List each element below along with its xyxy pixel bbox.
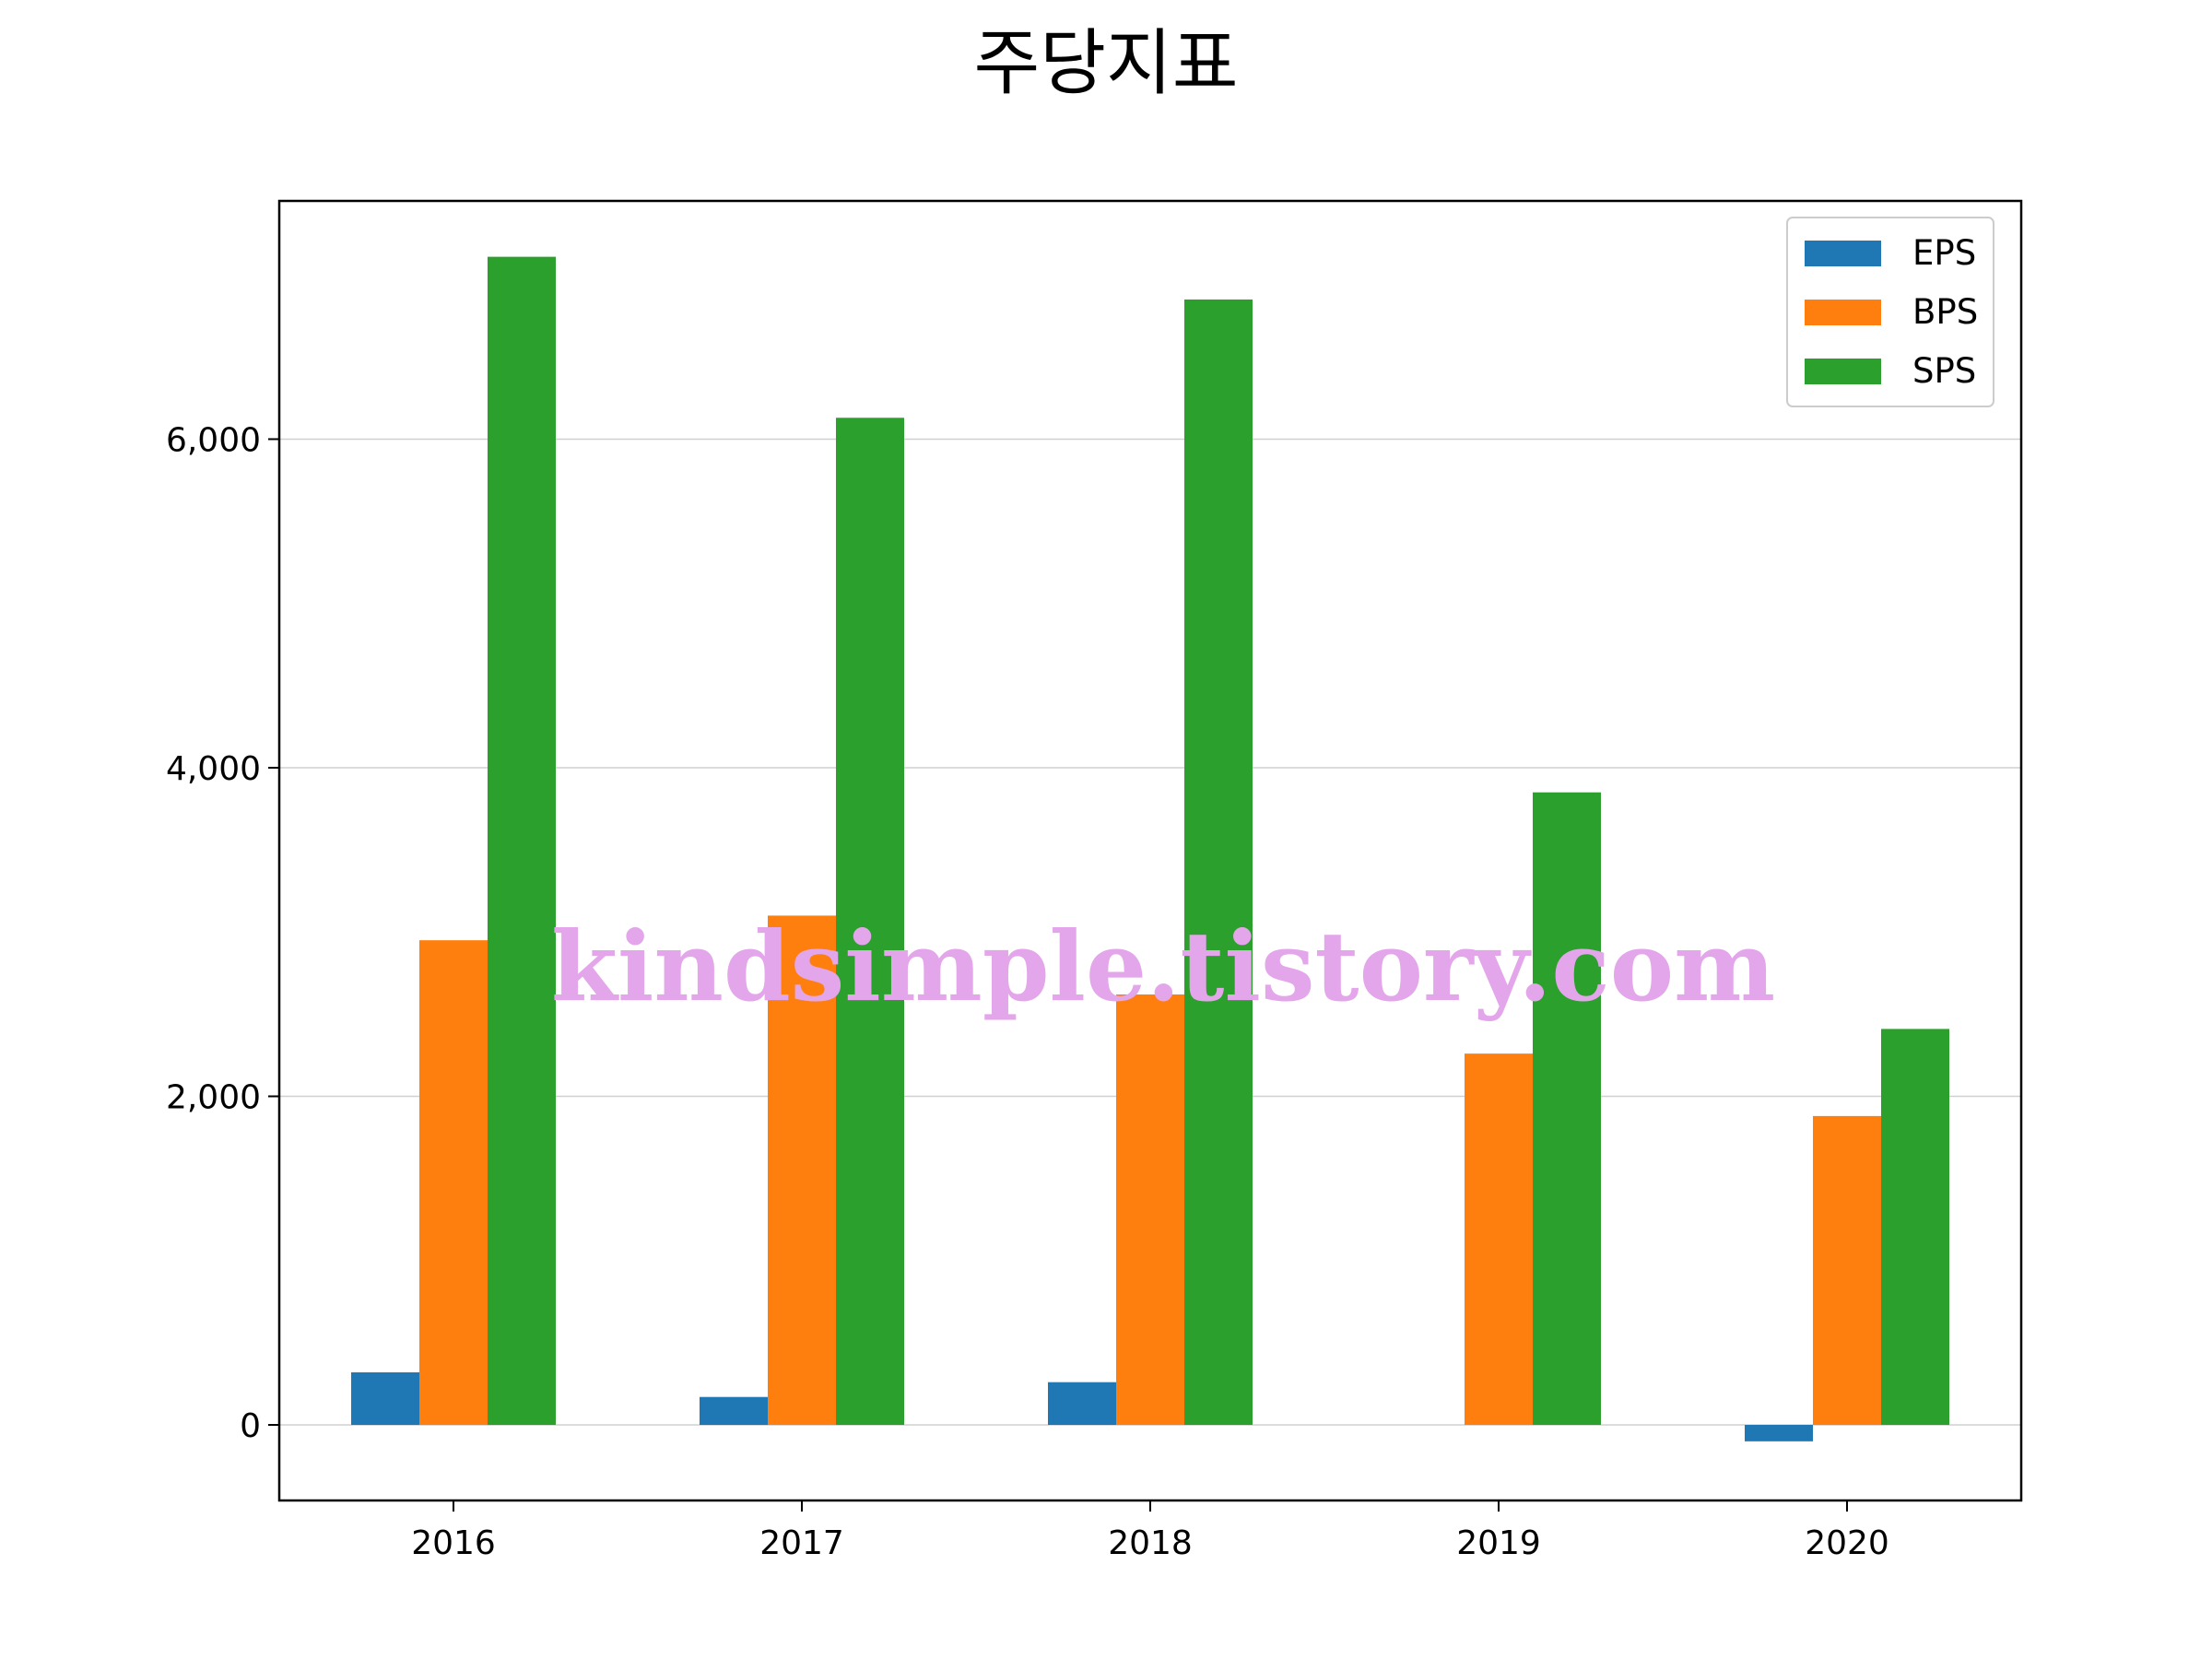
bar-bps-2020 — [1813, 1115, 1881, 1426]
legend: EPS BPS SPS — [1786, 217, 1994, 407]
y-tick-label: 4,000 — [166, 750, 261, 788]
chart-title: 주당지표 — [973, 22, 1238, 105]
legend-swatch-bps — [1805, 300, 1881, 325]
bar-bps-2017 — [768, 915, 836, 1426]
x-axis: 2016 2017 2018 2019 2020 — [411, 1500, 1889, 1562]
x-tick-label: 2020 — [1805, 1524, 1889, 1562]
bar-bps-2019 — [1465, 1053, 1533, 1426]
y-tick-label: 2,000 — [166, 1078, 261, 1116]
bar-sps-2019 — [1533, 792, 1601, 1426]
bar-sps-2018 — [1184, 299, 1253, 1426]
bar-sps-2017 — [836, 418, 904, 1426]
x-tick-label: 2016 — [411, 1524, 496, 1562]
x-tick-label: 2019 — [1456, 1524, 1541, 1562]
legend-swatch-eps — [1805, 241, 1881, 266]
y-tick-label: 0 — [240, 1407, 261, 1445]
y-axis: 0 2,000 4,000 6,000 — [166, 421, 279, 1445]
bar-bps-2016 — [419, 940, 488, 1426]
watermark-text: kindsimple.tistory.com — [551, 910, 1775, 1023]
bar-eps-2017 — [700, 1396, 768, 1426]
legend-label-eps: EPS — [1912, 233, 1976, 273]
legend-label-sps: SPS — [1912, 351, 1976, 391]
bar-sps-2020 — [1881, 1029, 1949, 1426]
x-tick-label: 2017 — [759, 1524, 844, 1562]
y-tick-label: 6,000 — [166, 421, 261, 459]
x-tick-label: 2018 — [1108, 1524, 1193, 1562]
plot-area: 0 2,000 4,000 6,000 2016 2017 2018 2019 2020 — [166, 199, 2023, 1562]
legend-swatch-sps — [1805, 359, 1881, 384]
bars — [351, 256, 1949, 1441]
bar-eps-2016 — [351, 1371, 419, 1426]
bar-bps-2018 — [1116, 994, 1184, 1426]
legend-label-bps: BPS — [1912, 292, 1978, 332]
bar-sps-2016 — [488, 256, 556, 1426]
bar-eps-2018 — [1048, 1382, 1116, 1426]
bar-eps-2020 — [1745, 1425, 1813, 1441]
